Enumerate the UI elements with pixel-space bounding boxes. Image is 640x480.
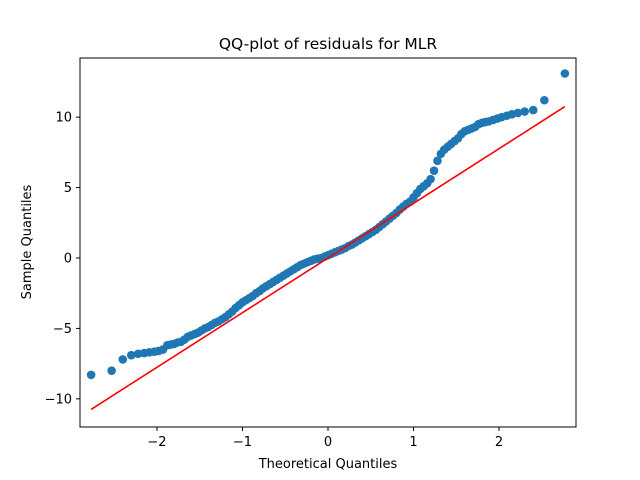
- residual-point: [429, 166, 439, 175]
- chart-title: QQ-plot of residuals for MLR: [219, 35, 438, 53]
- x-tick-label: 1: [409, 435, 417, 450]
- x-tick-label: 0: [324, 435, 332, 450]
- reference-line: [90, 105, 566, 411]
- residual-point: [107, 366, 116, 375]
- x-axis-label: Theoretical Quantiles: [258, 457, 398, 472]
- x-tick-label: −1: [233, 435, 252, 450]
- x-axis-ticks: −2 −1 0 1 2: [147, 427, 503, 450]
- y-tick-label: 10: [55, 111, 72, 126]
- y-axis-ticks: −10 −5 0 5 10: [45, 111, 80, 407]
- x-tick-label: −2: [147, 435, 166, 450]
- y-tick-label: −5: [53, 322, 72, 337]
- y-tick-label: 0: [64, 251, 72, 266]
- x-tick-label: 2: [495, 435, 503, 450]
- residual-point: [127, 350, 136, 360]
- residual-point: [520, 107, 529, 116]
- residual-point: [433, 156, 442, 166]
- y-tick-label: −10: [45, 392, 72, 407]
- residual-point: [86, 370, 96, 380]
- residual-point: [426, 174, 435, 184]
- residual-point: [528, 105, 538, 115]
- y-axis-label: Sample Quantiles: [20, 184, 35, 299]
- residual-point: [513, 108, 523, 118]
- residual-point: [560, 69, 570, 78]
- y-tick-label: 5: [64, 181, 72, 196]
- residual-point: [118, 355, 128, 364]
- plot-area: [86, 69, 570, 411]
- residual-point: [540, 95, 549, 105]
